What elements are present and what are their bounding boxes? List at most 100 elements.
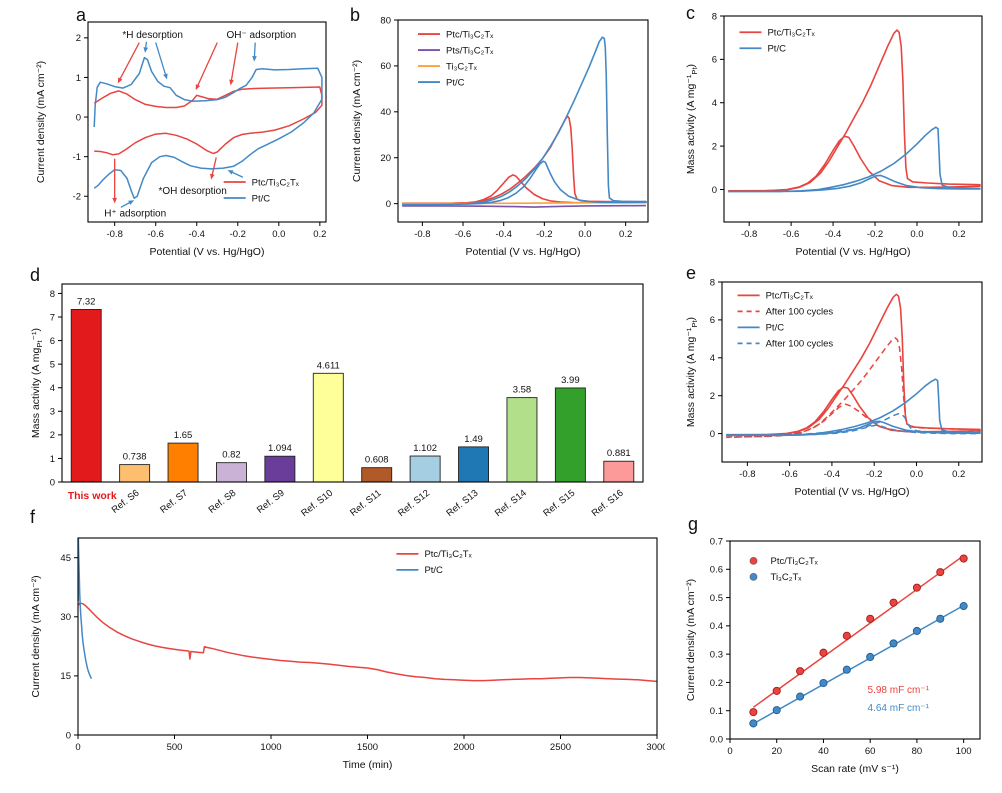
svg-text:0.0: 0.0	[272, 229, 285, 240]
svg-text:Ptc/Ti₃C₂Tₓ: Ptc/Ti₃C₂Tₓ	[446, 29, 494, 40]
svg-text:0.2: 0.2	[952, 469, 965, 480]
svg-text:0.6: 0.6	[710, 565, 723, 576]
svg-text:40: 40	[818, 746, 829, 757]
svg-text:Current density (mA cm⁻²): Current density (mA cm⁻²)	[351, 60, 363, 182]
svg-text:2: 2	[50, 430, 55, 441]
cycling-stability-chart-e: -0.8 -0.6 -0.4 -0.2 0.0 0.2 0 2 4 6 8 Ptc/Ti₃C₂Tₓ Af…	[685, 277, 983, 498]
svg-text:-0.4: -0.4	[824, 469, 840, 480]
svg-text:Ti₃C₂Tₓ: Ti₃C₂Tₓ	[446, 61, 478, 72]
svg-text:500: 500	[167, 742, 183, 753]
svg-text:H⁺ adsorption: H⁺ adsorption	[104, 208, 166, 219]
svg-text:40: 40	[380, 107, 391, 118]
svg-text:5.98 mF cm⁻¹: 5.98 mF cm⁻¹	[868, 685, 930, 696]
svg-text:-0.8: -0.8	[106, 229, 122, 240]
svg-text:0.2: 0.2	[619, 229, 632, 240]
svg-text:Potential (V vs. Hg/HgO): Potential (V vs. Hg/HgO)	[796, 246, 911, 258]
panel-label-c: c	[686, 3, 695, 23]
svg-text:1500: 1500	[357, 742, 378, 753]
svg-text:0: 0	[386, 199, 391, 210]
svg-text:Pt/C: Pt/C	[424, 565, 443, 576]
svg-text:0.738: 0.738	[123, 452, 147, 463]
svg-text:1000: 1000	[260, 742, 281, 753]
svg-text:5: 5	[50, 359, 55, 370]
svg-text:Time (min): Time (min)	[343, 759, 393, 771]
svg-text:-0.8: -0.8	[414, 229, 430, 240]
panel-label-d: d	[30, 265, 41, 285]
cv-chart-a: -0.8 -0.6 -0.4 -0.2 0.0 0.2 -2 -1 0 1 2 *H desorpti…	[35, 21, 327, 258]
svg-text:30: 30	[60, 612, 71, 623]
svg-text:2000: 2000	[453, 742, 474, 753]
svg-text:0.881: 0.881	[607, 448, 631, 459]
svg-text:4.64 mF cm⁻¹: 4.64 mF cm⁻¹	[868, 703, 930, 714]
svg-text:8: 8	[50, 289, 55, 300]
svg-text:Ptc/Ti₃C₂Tₓ: Ptc/Ti₃C₂Tₓ	[252, 177, 300, 188]
capacitance-scan-rate-chart-g: 0 20 40 60 80 100 0.0 0.1 0.2 0.3 0.4 0.5 0.6 0.7 5.98…	[685, 536, 981, 775]
svg-text:0.3: 0.3	[710, 649, 723, 660]
panel-label-a: a	[76, 5, 87, 25]
svg-text:Pt/C: Pt/C	[252, 193, 271, 204]
svg-text:Current density (mA cm⁻²): Current density (mA cm⁻²)	[685, 579, 697, 701]
svg-text:-0.8: -0.8	[741, 229, 757, 240]
svg-text:Potential (V vs. Hg/HgO): Potential (V vs. Hg/HgO)	[466, 246, 581, 258]
svg-text:0.2: 0.2	[313, 229, 326, 240]
svg-text:Mass activity (A mgPt⁻¹): Mass activity (A mgPt⁻¹)	[30, 328, 44, 438]
svg-text:Current density (mA cm⁻²): Current density (mA cm⁻²)	[30, 575, 42, 697]
panel-f: f 0 500 1000 1500 2000 2500 3000 0 15 30 45 Ptc/Ti₃…	[25, 508, 665, 790]
svg-text:-2: -2	[73, 192, 81, 203]
svg-text:3.58: 3.58	[513, 385, 532, 396]
svg-text:-1: -1	[73, 152, 81, 163]
svg-text:-0.2: -0.2	[867, 229, 883, 240]
svg-text:7: 7	[50, 312, 55, 323]
svg-text:Pt/C: Pt/C	[446, 77, 465, 88]
panel-d: d 0 1 2 3 4 5 6 7 8 7.32 This work 0.738 Ref. S6 1.65…	[25, 264, 661, 526]
svg-text:0: 0	[727, 746, 732, 757]
her-polarization-chart-b: -0.8 -0.6 -0.4 -0.2 0.0 0.2 0 20 40 60 80 Ptc/Ti₃C₂…	[351, 15, 649, 258]
svg-text:Pt/C: Pt/C	[766, 323, 785, 334]
svg-text:60: 60	[865, 746, 876, 757]
svg-text:1.102: 1.102	[413, 443, 437, 454]
svg-text:80: 80	[380, 15, 391, 26]
svg-text:-0.4: -0.4	[825, 229, 841, 240]
svg-text:0.5: 0.5	[710, 593, 723, 604]
panel-label-f: f	[30, 507, 36, 527]
panel-a: a -0.8 -0.6 -0.4 -0.2 0.0 0.2 -2 -1 0 1 2 *H desorp…	[30, 2, 342, 268]
svg-text:*H desorption: *H desorption	[122, 30, 183, 41]
svg-text:20: 20	[380, 153, 391, 164]
svg-text:1.49: 1.49	[464, 434, 483, 445]
svg-text:15: 15	[60, 671, 71, 682]
svg-text:3: 3	[50, 407, 55, 418]
svg-text:0.0: 0.0	[910, 469, 923, 480]
svg-text:8: 8	[712, 11, 717, 22]
svg-text:-0.6: -0.6	[148, 229, 164, 240]
svg-text:Current density (mA cm⁻²): Current density (mA cm⁻²)	[35, 61, 47, 183]
svg-text:Ptc/Ti₃C₂Tₓ: Ptc/Ti₃C₂Tₓ	[767, 28, 815, 39]
svg-text:100: 100	[956, 746, 972, 757]
panel-label-b: b	[350, 5, 361, 25]
svg-text:6: 6	[712, 55, 717, 66]
svg-text:OH⁻ adsorption: OH⁻ adsorption	[226, 30, 296, 41]
svg-text:1.094: 1.094	[268, 443, 292, 454]
svg-text:After 100 cycles: After 100 cycles	[766, 339, 834, 350]
svg-text:Ti₃C₂Tₓ: Ti₃C₂Tₓ	[771, 572, 803, 583]
svg-text:4: 4	[712, 98, 717, 109]
svg-text:7.32: 7.32	[77, 296, 96, 307]
svg-text:0.1: 0.1	[710, 706, 723, 717]
svg-text:Ptc/Ti₃C₂Tₓ: Ptc/Ti₃C₂Tₓ	[424, 549, 472, 560]
svg-text:Pt/C: Pt/C	[767, 44, 786, 55]
svg-text:Potential (V vs. Hg/HgO): Potential (V vs. Hg/HgO)	[795, 486, 910, 498]
svg-text:1: 1	[50, 454, 55, 465]
svg-text:0: 0	[50, 477, 55, 488]
svg-text:0.0: 0.0	[710, 734, 723, 745]
svg-text:-0.2: -0.2	[536, 229, 552, 240]
panel-c: c -0.8 -0.6 -0.4 -0.2 0.0 0.2 0 2 4 6 8 Ptc/Ti₃C₂Tₓ…	[680, 2, 998, 268]
svg-text:1: 1	[76, 73, 81, 84]
svg-text:Potential (V vs. Hg/HgO): Potential (V vs. Hg/HgO)	[150, 246, 265, 258]
svg-text:Mass activity (A mg⁻¹Pt): Mass activity (A mg⁻¹Pt)	[685, 317, 699, 427]
svg-text:6: 6	[710, 315, 715, 326]
panel-e: e -0.8 -0.6 -0.4 -0.2 0.0 0.2 0 2 4 6 8 Ptc/Ti₃C₂Tₓ…	[680, 264, 998, 518]
svg-text:Ptc/Ti₃C₂Tₓ: Ptc/Ti₃C₂Tₓ	[766, 291, 814, 302]
svg-text:-0.4: -0.4	[189, 229, 205, 240]
svg-text:After 100 cycles: After 100 cycles	[766, 307, 834, 318]
svg-text:4: 4	[50, 383, 55, 394]
svg-text:8: 8	[710, 277, 715, 288]
